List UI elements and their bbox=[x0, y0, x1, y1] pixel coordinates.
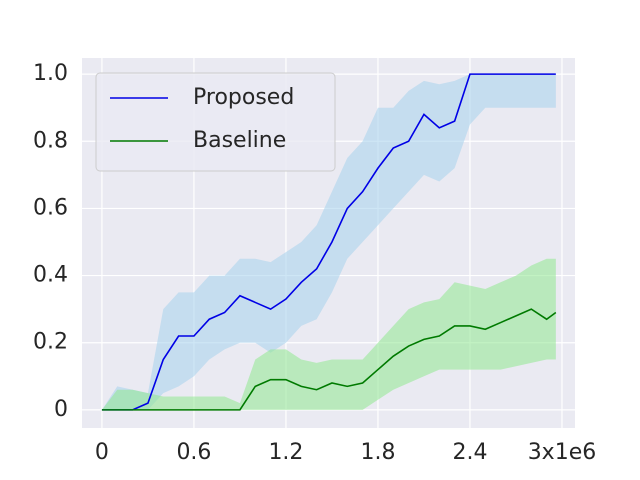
data-line bbox=[101, 73, 556, 411]
x-tick-label: 1.8 bbox=[360, 440, 395, 465]
x-tick-label: 3x1e6 bbox=[528, 440, 597, 465]
x-tick-label: 0.6 bbox=[176, 440, 211, 465]
x-tick-label: 0 bbox=[95, 440, 109, 465]
y-tick-label: 0.6 bbox=[33, 195, 68, 220]
y-tick-label: 0.4 bbox=[33, 263, 68, 288]
y-tick-label: 0.8 bbox=[33, 128, 68, 153]
x-tick-label: 1.2 bbox=[268, 440, 303, 465]
confidence-band bbox=[101, 74, 556, 410]
y-tick-label: 0 bbox=[54, 397, 68, 422]
x-tick-label: 2.4 bbox=[452, 440, 487, 465]
confidence-band bbox=[101, 258, 556, 410]
data-line bbox=[101, 308, 557, 411]
y-tick-label: 0.2 bbox=[33, 330, 68, 355]
legend-label: Baseline bbox=[193, 128, 286, 153]
y-tick-label: 1.0 bbox=[33, 61, 68, 86]
legend-label: Proposed bbox=[193, 85, 294, 110]
